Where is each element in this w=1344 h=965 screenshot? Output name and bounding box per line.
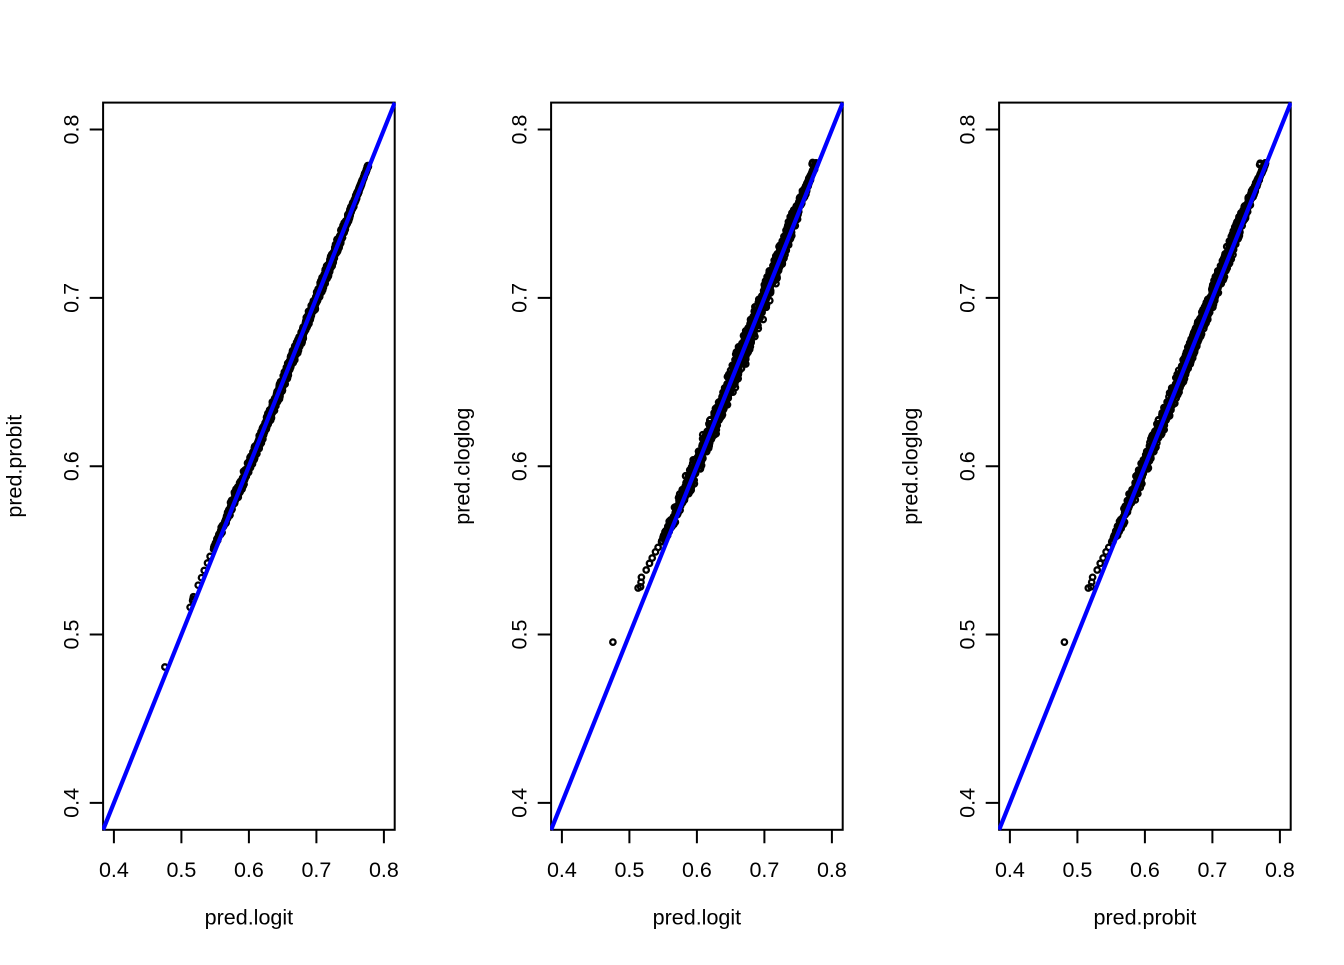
svg-text:0.6: 0.6 (1130, 858, 1160, 882)
svg-text:0.5: 0.5 (1062, 858, 1092, 882)
svg-text:pred.cloglog: pred.cloglog (898, 408, 922, 525)
svg-text:pred.logit: pred.logit (653, 905, 741, 929)
svg-text:0.7: 0.7 (749, 858, 779, 882)
svg-text:0.4: 0.4 (547, 858, 577, 882)
svg-text:0.6: 0.6 (507, 451, 531, 481)
svg-text:0.8: 0.8 (955, 115, 979, 145)
svg-text:0.7: 0.7 (59, 283, 83, 313)
svg-text:0.4: 0.4 (955, 788, 979, 818)
svg-text:0.4: 0.4 (59, 788, 83, 818)
svg-text:0.6: 0.6 (682, 858, 712, 882)
svg-text:0.5: 0.5 (59, 620, 83, 650)
svg-text:0.5: 0.5 (614, 858, 644, 882)
svg-text:0.5: 0.5 (955, 620, 979, 650)
svg-text:0.8: 0.8 (817, 858, 847, 882)
svg-text:0.8: 0.8 (59, 115, 83, 145)
svg-text:0.5: 0.5 (507, 620, 531, 650)
svg-text:0.6: 0.6 (955, 451, 979, 481)
svg-text:0.7: 0.7 (507, 283, 531, 313)
svg-text:pred.logit: pred.logit (205, 905, 293, 929)
svg-text:pred.probit: pred.probit (1094, 905, 1197, 929)
svg-text:0.6: 0.6 (234, 858, 264, 882)
svg-text:0.8: 0.8 (1265, 858, 1295, 882)
svg-text:0.8: 0.8 (507, 115, 531, 145)
svg-text:0.7: 0.7 (955, 283, 979, 313)
svg-text:0.4: 0.4 (995, 858, 1025, 882)
svg-text:0.4: 0.4 (99, 858, 129, 882)
svg-text:pred.probit: pred.probit (2, 415, 26, 518)
svg-text:pred.cloglog: pred.cloglog (450, 408, 474, 525)
svg-text:0.7: 0.7 (301, 858, 331, 882)
svg-text:0.6: 0.6 (59, 451, 83, 481)
svg-text:0.5: 0.5 (166, 858, 196, 882)
svg-text:0.8: 0.8 (369, 858, 399, 882)
svg-text:0.7: 0.7 (1197, 858, 1227, 882)
svg-text:0.4: 0.4 (507, 788, 531, 818)
